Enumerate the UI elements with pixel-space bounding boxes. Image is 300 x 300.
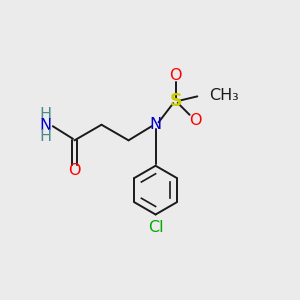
Text: H: H: [39, 107, 51, 122]
Text: O: O: [189, 112, 201, 128]
Text: CH₃: CH₃: [209, 88, 239, 103]
Text: O: O: [68, 163, 81, 178]
Text: N: N: [149, 117, 162, 132]
Text: H: H: [39, 128, 51, 143]
Text: O: O: [169, 68, 182, 83]
Text: Cl: Cl: [148, 220, 164, 235]
Text: S: S: [169, 92, 182, 110]
Text: N: N: [39, 118, 51, 133]
